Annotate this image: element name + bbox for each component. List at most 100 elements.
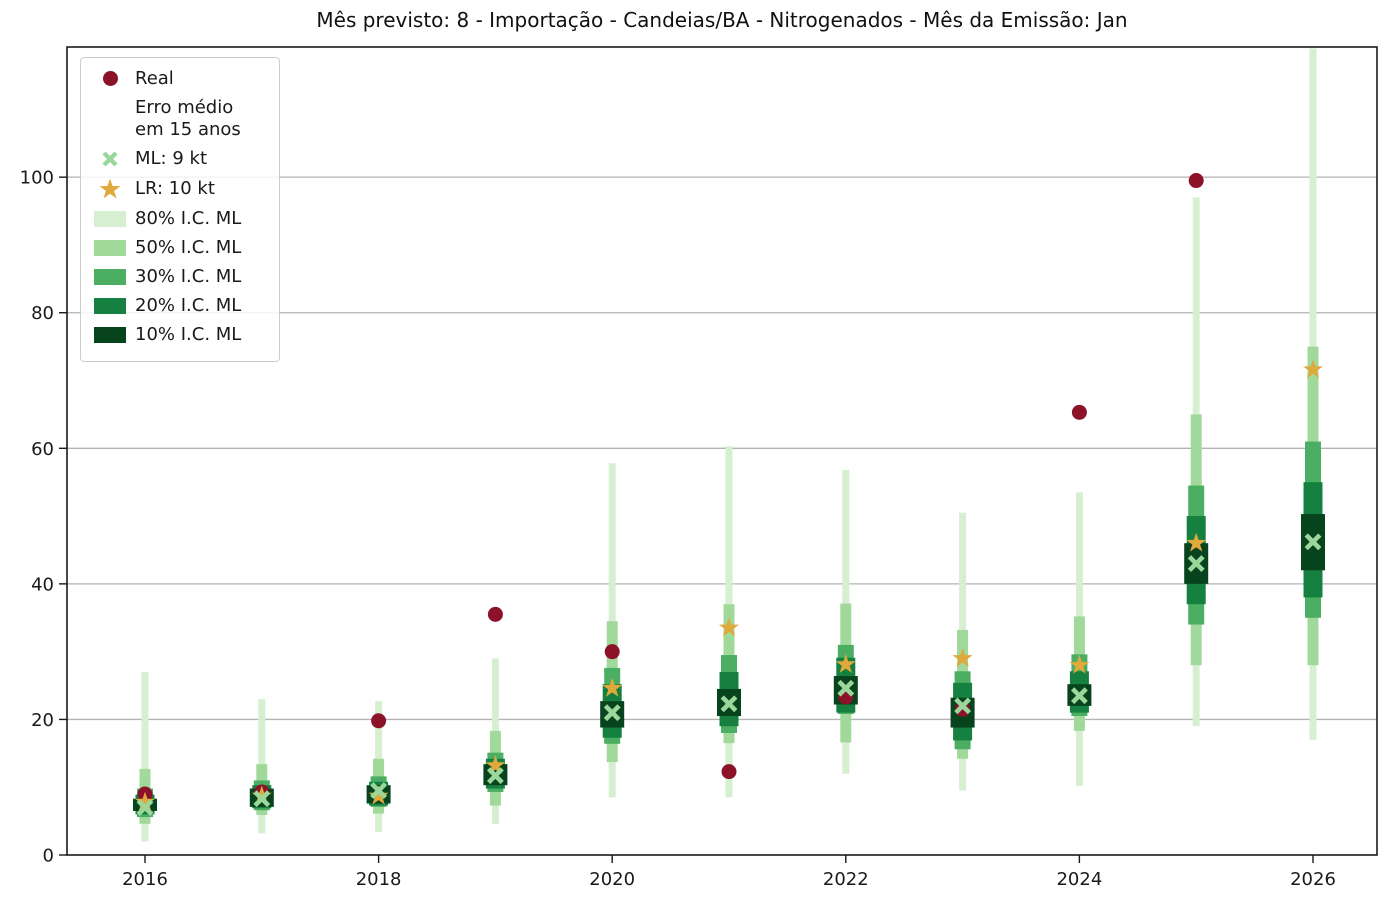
x-tick-label-2020: 2020 bbox=[589, 869, 635, 890]
real-point-2019 bbox=[487, 606, 503, 622]
lr-star-2020 bbox=[602, 677, 623, 697]
x-tick-label-2018: 2018 bbox=[356, 869, 402, 890]
axes-border bbox=[66, 46, 1378, 856]
lr-star-markers bbox=[135, 359, 1323, 811]
ml-x-2025 bbox=[1187, 555, 1205, 572]
ml-x-stroke-b bbox=[1304, 533, 1322, 551]
ml-x-icon-stroke bbox=[102, 151, 118, 167]
legend-label-ml: ML: 9 kt bbox=[135, 147, 207, 169]
y-tick-label-20: 20 bbox=[31, 710, 54, 731]
legend-label-real: Real bbox=[135, 68, 174, 89]
chart-title: Mês previsto: 8 - Importação - Candeias/… bbox=[316, 8, 1128, 32]
ml-x-2026 bbox=[1304, 533, 1322, 551]
x-tick-label-2024: 2024 bbox=[1056, 869, 1102, 890]
ci10-swatch-shape bbox=[94, 326, 126, 343]
legend-label-ci30: 30% I.C. ML bbox=[135, 265, 242, 287]
ci20-swatch bbox=[93, 297, 127, 314]
legend-label-ci50: 50% I.C. ML bbox=[135, 236, 242, 258]
ml-x-2018 bbox=[370, 782, 388, 800]
x-axis: 2016 2018 2020 2022 2024 2026 bbox=[122, 855, 1336, 890]
ml-x-stroke-b bbox=[837, 679, 855, 697]
lr-star-2016 bbox=[135, 791, 155, 811]
ci20-swatch-shape bbox=[94, 297, 126, 314]
lr-star-2022 bbox=[835, 654, 856, 674]
y-tick-label-60: 60 bbox=[31, 439, 54, 460]
lr-star-2018 bbox=[368, 785, 389, 805]
real-point-2021 bbox=[721, 764, 737, 780]
real-dot-icon bbox=[93, 71, 127, 87]
legend-item-ci30: 30% I.C. ML bbox=[93, 266, 265, 288]
series-layer bbox=[133, 48, 1325, 842]
y-tick-label-80: 80 bbox=[31, 303, 54, 324]
lr-star-2026 bbox=[1303, 359, 1323, 379]
ci-rect-2016 bbox=[141, 671, 149, 842]
ml-x-markers bbox=[136, 533, 1322, 816]
ml-x-2021 bbox=[720, 695, 738, 713]
x-tick-label-2022: 2022 bbox=[823, 869, 869, 890]
ml-x-stroke-b bbox=[253, 790, 271, 808]
ml-x-stroke-b bbox=[954, 697, 972, 715]
ci10-swatch bbox=[93, 326, 127, 343]
y-axis: 0 20 40 60 80 100 bbox=[20, 168, 67, 867]
ml-x-2016 bbox=[136, 799, 154, 816]
x-tick-label-2016: 2016 bbox=[122, 869, 168, 890]
ci50-swatch-shape bbox=[94, 239, 126, 256]
legend-label-erro-medio: Erro médio em 15 anos bbox=[135, 96, 241, 140]
legend-item-ml: ML: 9 kt bbox=[93, 148, 265, 170]
y-tick-label-0: 0 bbox=[43, 846, 54, 867]
gridlines bbox=[67, 176, 1377, 721]
real-point-2023 bbox=[955, 701, 971, 717]
lr-star-2023 bbox=[952, 647, 973, 667]
lr-star-2019 bbox=[485, 755, 506, 775]
legend-label-ci10: 10% I.C. ML bbox=[135, 323, 242, 345]
legend-item-ci20: 20% I.C. ML bbox=[93, 295, 265, 317]
real-point-2025 bbox=[1188, 173, 1204, 189]
real-point-2018 bbox=[371, 713, 387, 729]
legend-label-ci20: 20% I.C. ML bbox=[135, 294, 242, 316]
ml-x-icon-shape bbox=[102, 151, 118, 167]
legend-item-ci80: 80% I.C. ML bbox=[93, 208, 265, 230]
legend-item-lr: LR: 10 kt bbox=[93, 177, 265, 201]
legend-item-erro-medio: Erro médio em 15 anos bbox=[93, 97, 265, 141]
legend-item-real: Real bbox=[93, 68, 265, 90]
ci80-swatch-shape bbox=[94, 210, 126, 227]
ml-x-2020 bbox=[603, 704, 621, 722]
ml-x-2024 bbox=[1070, 687, 1088, 705]
real-point-2024 bbox=[1071, 404, 1087, 420]
real-point-2020 bbox=[604, 644, 620, 660]
ci30-swatch-shape bbox=[94, 268, 126, 285]
ml-x-stroke-b bbox=[603, 704, 621, 722]
ml-x-stroke-b bbox=[1070, 687, 1088, 705]
legend-label-ci80: 80% I.C. ML bbox=[135, 207, 242, 229]
ml-x-stroke-b bbox=[370, 782, 388, 800]
lr-star-icon bbox=[93, 177, 127, 201]
lr-star-icon-shape bbox=[99, 178, 121, 199]
legend-item-ci50: 50% I.C. ML bbox=[93, 237, 265, 259]
ml-x-2017 bbox=[253, 790, 271, 808]
lr-star-icon-path bbox=[99, 178, 121, 199]
lr-star-2024 bbox=[1069, 654, 1090, 674]
real-dot-icon-shape bbox=[102, 71, 118, 87]
ci80-swatch bbox=[93, 210, 127, 227]
ml-x-icon bbox=[93, 149, 127, 169]
ml-x-stroke-b bbox=[720, 695, 738, 713]
lr-star-2025 bbox=[1186, 532, 1207, 552]
real-points bbox=[137, 173, 1204, 802]
x-tick-label-2026: 2026 bbox=[1290, 869, 1336, 890]
ml-x-stroke-b bbox=[1187, 555, 1205, 572]
lr-star-2021 bbox=[719, 617, 739, 637]
legend-item-ci10: 10% I.C. ML bbox=[93, 324, 265, 346]
ml-x-2019 bbox=[486, 767, 504, 785]
y-tick-label-40: 40 bbox=[31, 574, 54, 595]
legend: Real Erro médio em 15 anos ML: 9 kt LR: 10 k… bbox=[80, 57, 280, 362]
ml-x-stroke-b bbox=[136, 799, 154, 816]
ml-x-2023 bbox=[954, 697, 972, 715]
y-tick-label-100: 100 bbox=[20, 168, 54, 189]
lr-star-2017 bbox=[251, 785, 272, 805]
ci30-swatch bbox=[93, 268, 127, 285]
ci50-swatch bbox=[93, 239, 127, 256]
ml-x-2022 bbox=[837, 679, 855, 697]
legend-label-lr: LR: 10 kt bbox=[135, 177, 215, 199]
